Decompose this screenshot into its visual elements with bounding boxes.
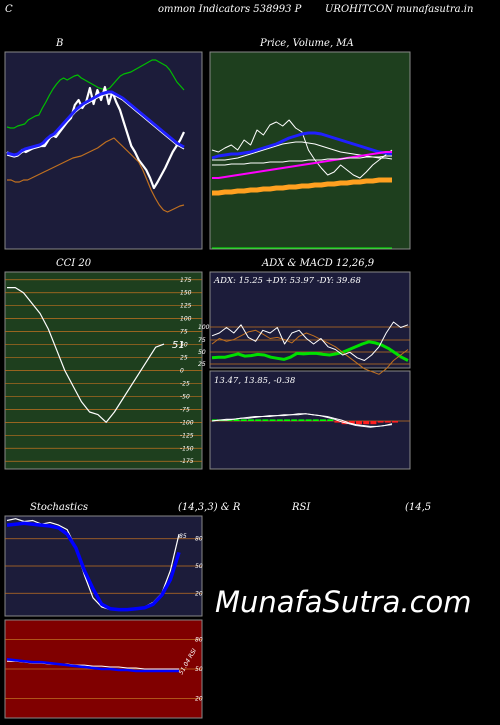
adx-tick-label: 50 [198, 349, 206, 356]
macd-hist-bar [240, 419, 247, 421]
cci-tick-label: -150 [180, 445, 194, 452]
cci-tick-label: -25 [180, 380, 190, 387]
cci-tick-label: -75 [180, 406, 190, 413]
adx-values: ADX: 15.25 +DY: 53.97 -DY: 39.68 [213, 276, 361, 286]
macd-hist-bar [327, 419, 334, 421]
macd-hist-bar [377, 421, 384, 423]
bollinger-title: B [56, 38, 64, 49]
series-0-3 [6, 90, 185, 157]
header-right: UROHITCON munafasutra.in [325, 4, 474, 15]
cci-tick-label: 125 [180, 303, 192, 310]
macd-line-1 [211, 413, 393, 427]
rsi-params: (14,5 [405, 502, 432, 513]
macd-hist-bar [284, 419, 290, 421]
macd-hist-bar [363, 421, 370, 425]
cci-tick-label: 150 [180, 290, 192, 297]
cci-tick-label: -50 [180, 393, 190, 400]
panel-5-tick-label: 20 [195, 590, 203, 597]
macd-hist-bar [370, 421, 377, 425]
cci-title: CCI 20 [56, 258, 92, 269]
cci-line [7, 287, 165, 423]
watermark: MunafaSutra.com [215, 585, 472, 619]
series-1-5 [212, 177, 392, 196]
macd-hist-bar [384, 421, 391, 423]
macd-hist-bar [291, 419, 298, 421]
series-1-1 [211, 119, 393, 179]
adx-tick-label: 25 [198, 361, 206, 368]
series-0-2 [6, 93, 185, 158]
adx-series-2 [211, 321, 409, 361]
header-middle: ommon Indicators 538993 P [158, 4, 302, 15]
cci-tick-label: 50 [180, 342, 188, 349]
adx-tick-label: 75 [198, 337, 206, 344]
price-panel [209, 51, 411, 250]
macd-hist-bar [298, 419, 305, 421]
series-1-3 [211, 131, 393, 160]
adx-title: ADX & MACD 12,26,9 [262, 258, 375, 269]
macd-hist-bar [356, 421, 362, 425]
series-0-0 [6, 59, 185, 129]
cci-tick-label: 100 [180, 316, 192, 323]
macd-hist-bar [262, 419, 269, 421]
macd-hist-bar [320, 419, 326, 421]
adx-tick-label: 100 [198, 324, 210, 331]
bollinger-panel [4, 51, 203, 250]
panel-6-tick-label: 80 [195, 637, 203, 644]
macd-hist-bar [233, 419, 240, 421]
cci-tick-label: -175 [180, 458, 194, 465]
macd-values: 13.47, 13.85, -0.38 [214, 376, 296, 386]
cci-tick-label: 175 [180, 277, 192, 284]
series-1-6 [212, 155, 392, 166]
macd-hist-bar [348, 421, 355, 425]
adx-series-1 [211, 329, 409, 375]
stoch-title: Stochastics [30, 502, 88, 513]
stoch-params: (14,3,3) & R [178, 502, 241, 513]
panel-6-series-1 [6, 657, 179, 673]
series-1-4 [212, 151, 392, 179]
cci-tick-label: 25 [180, 355, 188, 362]
price-title: Price, Volume, MA [260, 38, 354, 49]
cci-current-value: 51 [172, 340, 185, 351]
panel-5-tick-label: 50 [195, 563, 203, 570]
cci-tick-label: -125 [180, 432, 194, 439]
panel-6-tick-label: 20 [195, 695, 203, 702]
cci-tick-label: -100 [180, 419, 194, 426]
macd-hist-bar [392, 421, 398, 423]
macd-hist-bar [276, 419, 283, 421]
adx-series-0 [211, 340, 409, 362]
macd-hist-bar [312, 419, 319, 421]
stoch-current-value: 85 [179, 533, 187, 540]
macd-hist-bar [255, 419, 262, 421]
panel-5-tick-label: 80 [195, 536, 203, 543]
cci-tick-label: 0 [180, 368, 184, 375]
cci-tick-label: 75 [180, 329, 188, 336]
macd-hist-bar [334, 421, 341, 423]
macd-hist-bar [305, 419, 312, 421]
header-left: C [5, 4, 13, 15]
panel-6-tick-label: 50 [195, 666, 203, 673]
macd-hist-bar [269, 419, 276, 421]
rsi-title: RSI [292, 502, 311, 513]
panel-5-series-1 [6, 521, 181, 612]
macd-hist-bar [248, 419, 254, 421]
series-0-4 [7, 137, 185, 213]
